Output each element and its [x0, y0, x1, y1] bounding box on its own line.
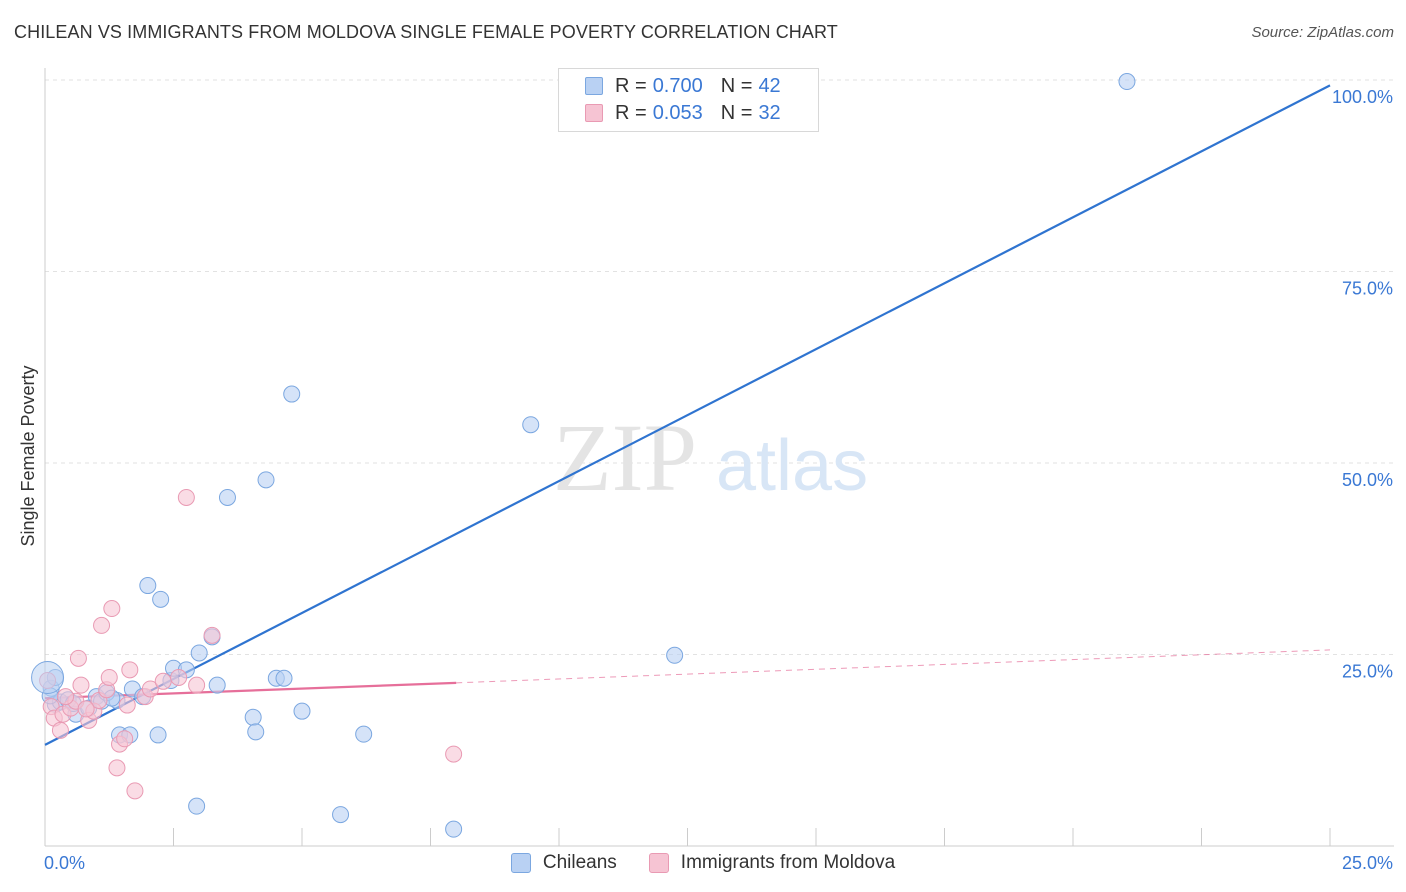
- point-chilean: [283, 385, 301, 403]
- point-moldova: [445, 745, 463, 763]
- legend-n-label: N =: [720, 74, 753, 97]
- point-moldova: [170, 668, 188, 686]
- legend-n-value: 42: [758, 74, 781, 97]
- legend-r-value: 0.700: [652, 74, 703, 97]
- point-chilean: [445, 820, 463, 838]
- watermark-zip: ZIP: [553, 404, 697, 511]
- point-chilean: [208, 676, 226, 694]
- point-moldova: [116, 730, 134, 748]
- legend-swatch-pink: [585, 104, 603, 122]
- point-moldova: [100, 668, 118, 686]
- y-axis-label: Single Female Poverty: [18, 365, 38, 546]
- legend-label-chileans: Chileans: [542, 852, 617, 873]
- legend-item-moldova[interactable]: Immigrants from Moldova: [648, 852, 896, 874]
- point-chilean: [275, 669, 293, 687]
- chart-title: CHILEAN VS IMMIGRANTS FROM MOLDOVA SINGL…: [14, 22, 838, 42]
- data-points: [31, 73, 1136, 838]
- point-chilean: [190, 644, 208, 662]
- legend-r-label: R =: [615, 101, 647, 124]
- legend-swatch-moldova: [648, 853, 669, 873]
- point-chilean: [152, 590, 170, 608]
- point-chilean: [257, 471, 275, 489]
- point-moldova: [72, 676, 90, 694]
- point-moldova: [93, 616, 111, 634]
- point-chilean: [247, 723, 265, 741]
- point-chilean: [188, 797, 206, 815]
- legend-n-value: 32: [758, 101, 781, 124]
- point-moldova: [69, 649, 87, 667]
- legend-swatch-chileans: [510, 853, 531, 873]
- axes: [44, 68, 1394, 847]
- point-chilean: [244, 708, 262, 726]
- point-moldova: [118, 696, 136, 714]
- axis-labels: 25.0% 50.0% 75.0% 100.0% 0.0% 25.0% Single Fem…: [18, 87, 1393, 873]
- legend-label-moldova: Immigrants from Moldova: [680, 852, 896, 873]
- legend-item-chileans[interactable]: Chileans: [510, 852, 617, 874]
- correlation-legend: R = 0.700 N = 42 R = 0.053 N = 32: [558, 68, 819, 132]
- point-chilean: [149, 726, 167, 744]
- watermark-atlas: atlas: [716, 426, 868, 506]
- y-tick-label: 100.0%: [1332, 87, 1393, 107]
- point-moldova: [126, 782, 144, 800]
- point-chilean: [332, 806, 350, 824]
- point-moldova: [51, 721, 69, 739]
- point-moldova: [154, 672, 172, 690]
- legend-n-label: N =: [720, 101, 753, 124]
- series-legend: Chileans Immigrants from Moldova: [0, 852, 1406, 874]
- point-moldova: [57, 688, 75, 706]
- trendline-extension: [456, 649, 1331, 684]
- point-chilean: [522, 416, 540, 434]
- point-moldova: [77, 700, 95, 718]
- legend-row-chileans: R = 0.700 N = 42: [585, 74, 781, 98]
- point-chilean-cluster: [31, 660, 65, 694]
- y-tick-label: 50.0%: [1342, 470, 1393, 490]
- point-moldova: [177, 488, 195, 506]
- watermark: ZIP atlas: [553, 404, 868, 511]
- chart-source: Source: ZipAtlas.com: [1251, 24, 1394, 41]
- trendlines: [44, 84, 1331, 746]
- point-chilean: [666, 646, 684, 664]
- point-chilean: [139, 577, 157, 595]
- point-moldova: [203, 626, 221, 644]
- point-moldova: [108, 759, 126, 777]
- grid-lines: [45, 79, 1394, 655]
- x-tick-label: 25.0%: [1342, 853, 1393, 873]
- point-moldova: [121, 661, 139, 679]
- point-chilean: [355, 725, 373, 743]
- point-chilean: [1118, 73, 1136, 91]
- legend-row-moldova: R = 0.053 N = 32: [585, 101, 781, 125]
- point-chilean: [218, 488, 236, 506]
- trendline: [44, 84, 1331, 746]
- legend-r-label: R =: [615, 74, 647, 97]
- legend-r-value: 0.053: [652, 101, 703, 124]
- y-tick-label: 75.0%: [1342, 279, 1393, 299]
- legend-swatch-blue: [585, 77, 603, 95]
- y-tick-label: 25.0%: [1342, 662, 1393, 682]
- point-chilean: [293, 702, 311, 720]
- point-moldova: [141, 680, 159, 698]
- point-moldova: [188, 676, 206, 694]
- x-tick-label: 0.0%: [44, 853, 85, 873]
- point-moldova: [103, 600, 121, 618]
